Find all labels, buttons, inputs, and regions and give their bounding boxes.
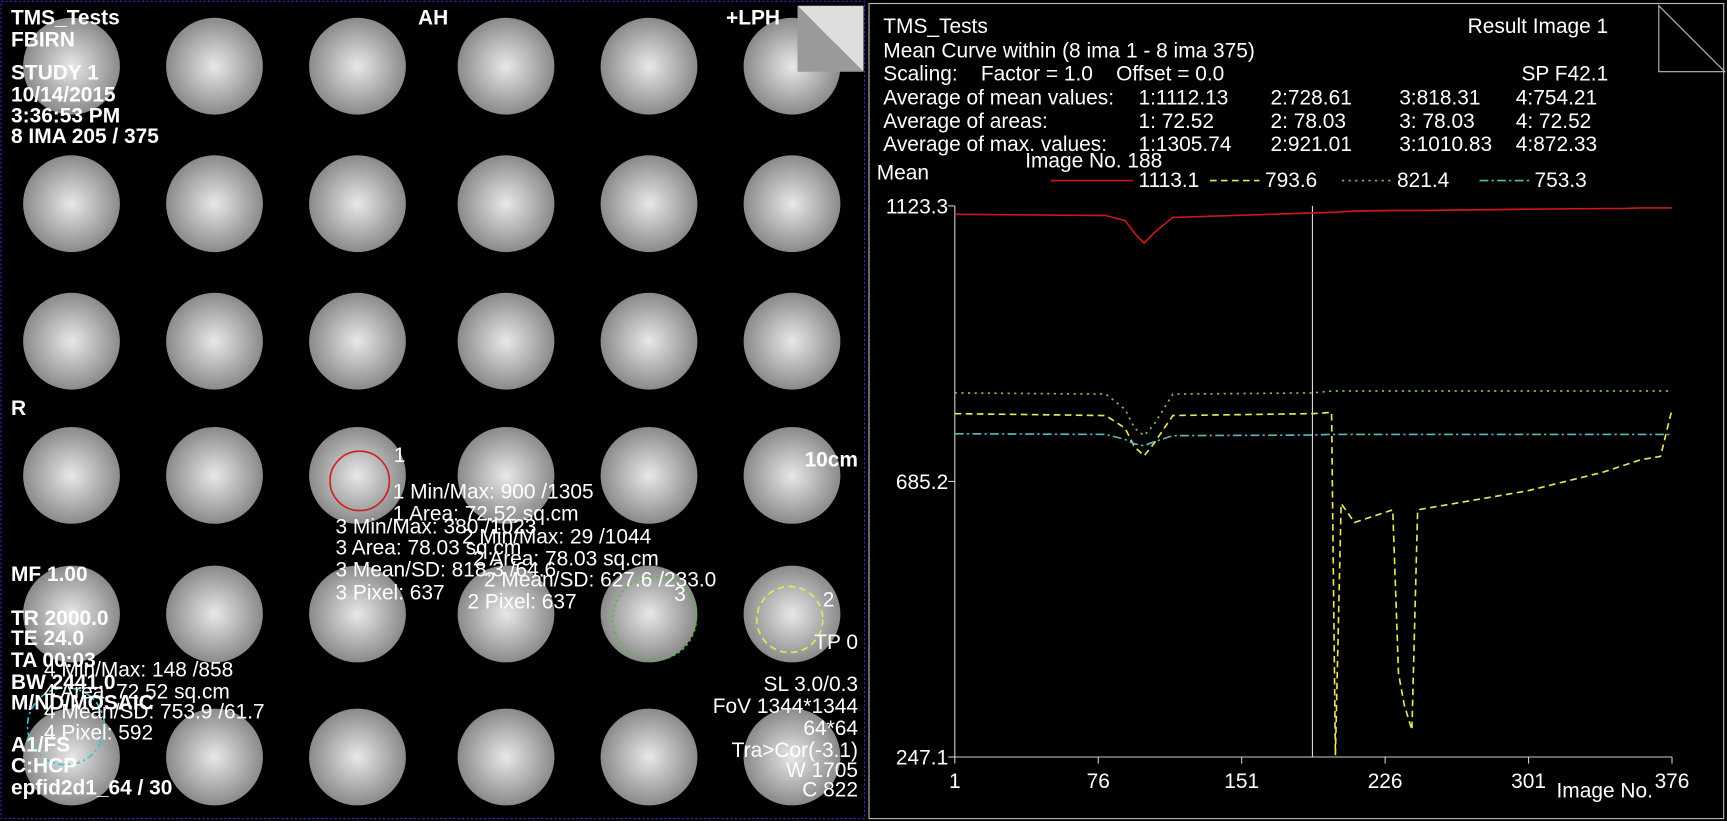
phantom — [166, 155, 263, 252]
phantom — [309, 18, 406, 115]
stat: 4:754.21 — [1516, 87, 1597, 110]
stat: Average of mean values: — [883, 87, 1114, 110]
x-label: Image No. — [1557, 780, 1653, 803]
scale: 10cm — [805, 449, 858, 472]
phantom — [309, 427, 406, 524]
stat: 1:1112.13 — [1139, 87, 1229, 110]
y-tick-label: 685.2 — [896, 471, 948, 494]
annotation: TE 24.0 — [11, 627, 84, 650]
y-label: Mean — [877, 162, 929, 185]
phantom — [601, 155, 698, 252]
stat: Average of max. values: — [883, 133, 1107, 156]
stat: 1: 72.52 — [1139, 110, 1215, 133]
phantom — [744, 155, 841, 252]
stat: Average of areas: — [883, 110, 1048, 133]
stat: 3:1010.83 — [1399, 133, 1492, 156]
phantom — [309, 709, 406, 806]
legend-label: 753.3 — [1535, 169, 1587, 192]
annotation: 4 Pixel: 592 — [44, 721, 153, 744]
annotation: 2 Mean/SD: 627.6 /233.0 — [484, 569, 716, 592]
phantom — [23, 155, 120, 252]
time: 3:36:53 PM — [11, 104, 120, 127]
x-tick-label: 1 — [949, 770, 961, 793]
annotation: MF 1.00 — [11, 563, 88, 586]
annotation: 2 Area: 78.03 sq.cm — [473, 548, 659, 571]
annotation: 2 Pixel: 637 — [468, 591, 577, 614]
orientation: R — [11, 397, 26, 420]
x-tick-label: 226 — [1368, 770, 1403, 793]
phantom — [166, 566, 263, 663]
phantom — [744, 293, 841, 390]
annotation: 1 Min/Max: 900 /1305 — [393, 481, 594, 504]
stat: 4:872.33 — [1516, 133, 1597, 156]
x-tick-label: 76 — [1087, 770, 1110, 793]
image: 8 IMA 205 / 375 — [11, 125, 159, 148]
sp: SP F42.1 — [1521, 63, 1608, 86]
phantom — [601, 709, 698, 806]
phantom — [744, 427, 841, 524]
annotation: SL 3.0/0.3 — [764, 673, 858, 696]
stat: 3:818.31 — [1399, 87, 1480, 110]
phantom — [601, 293, 698, 390]
x-tick-label: 151 — [1224, 770, 1259, 793]
site: FBIRN — [11, 28, 75, 51]
orientation: +LPH — [726, 6, 780, 29]
screen: TMS_Tests FBIRN STUDY 1 10/14/2015 3:36:… — [0, 0, 1727, 821]
phantom — [458, 293, 555, 390]
legend-label: 1113.1 — [1139, 169, 1200, 192]
annotation: 4 Mean/SD: 753.9 /61.7 — [44, 701, 265, 724]
annotation: TP 0 — [814, 631, 858, 654]
legend-label: 793.6 — [1265, 169, 1317, 192]
orientation: AH — [418, 6, 448, 29]
phantom — [309, 155, 406, 252]
annotation: epfid2d1_64 / 30 — [11, 776, 172, 799]
phantom — [166, 18, 263, 115]
annotation: 2 Min/Max: 29 /1044 — [462, 526, 651, 549]
annotation: FoV 1344*1344 — [713, 695, 858, 718]
patient: TMS_Tests — [883, 15, 987, 38]
page: TMS_Tests FBIRN STUDY 1 10/14/2015 3:36:… — [0, 0, 1727, 821]
annotation: 4 Min/Max: 148 /858 — [44, 659, 233, 682]
x-tick-label: 301 — [1511, 770, 1546, 793]
date: 10/14/2015 — [11, 83, 116, 106]
patient: TMS_Tests — [11, 6, 120, 29]
stat: 2:921.01 — [1271, 133, 1352, 156]
phantom — [309, 293, 406, 390]
phantom — [458, 709, 555, 806]
phantom — [23, 293, 120, 390]
annotation: C:HCP — [11, 754, 77, 777]
stat: 2:728.61 — [1271, 87, 1352, 110]
phantom — [601, 427, 698, 524]
study: STUDY 1 — [11, 61, 99, 84]
annotation: 2 — [823, 588, 835, 611]
result: Result Image 1 — [1468, 15, 1609, 38]
phantom — [601, 18, 698, 115]
curve: Mean Curve within (8 ima 1 - 8 ima 375) — [883, 39, 1255, 62]
stat: 2: 78.03 — [1271, 110, 1347, 133]
annotation: 3 Pixel: 637 — [336, 582, 445, 605]
stat: 3: 78.03 — [1399, 110, 1475, 133]
annotation: 1 — [394, 444, 406, 467]
phantom — [23, 427, 120, 524]
stat: 1:1305.74 — [1139, 133, 1232, 156]
y-tick-label: 247.1 — [896, 747, 948, 770]
phantom — [458, 18, 555, 115]
phantom — [458, 155, 555, 252]
x-tick-label: 376 — [1655, 770, 1690, 793]
phantom — [166, 427, 263, 524]
annotation: 64*64 — [803, 717, 858, 740]
annotation: C 822 — [802, 779, 858, 802]
scaling: Scaling: Factor = 1.0 Offset = 0.0 — [883, 63, 1224, 86]
y-tick-label: 1123.3 — [886, 196, 948, 219]
legend-label: 821.4 — [1397, 169, 1449, 192]
stat: 4: 72.52 — [1516, 110, 1592, 133]
phantom — [166, 293, 263, 390]
